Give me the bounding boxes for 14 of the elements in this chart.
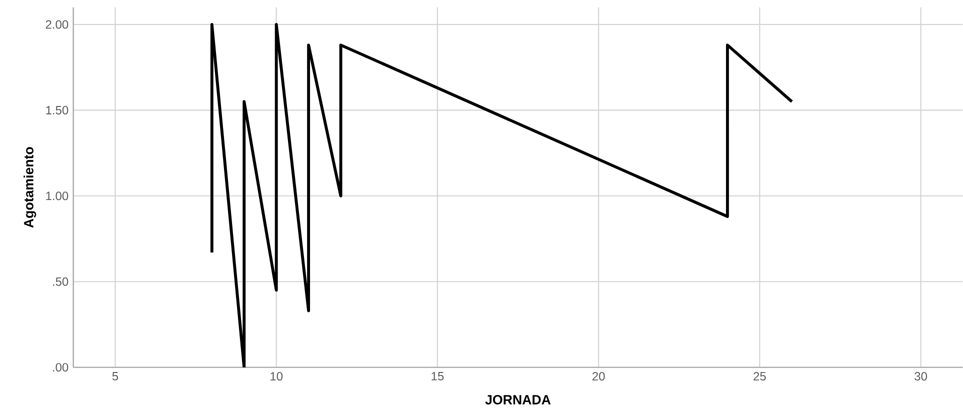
x-tick-label: 25 (754, 372, 766, 381)
x-tick-label: 30 (914, 372, 927, 381)
y-tick-label: 1.00 (46, 192, 68, 200)
x-tick-label: 5 (112, 372, 118, 380)
x-tick-label: 15 (432, 372, 444, 380)
y-tick-label: 2.00 (46, 20, 68, 29)
y-tick-label: .50 (53, 277, 68, 286)
y-tick-label: 1.50 (46, 106, 68, 114)
y-axis-title: Agotamiento (24, 147, 36, 228)
line-series (210, 23, 794, 368)
x-axis-title: JORNADA (485, 395, 551, 404)
x-tick-label: 10 (270, 372, 283, 381)
y-tick-label: .00 (53, 363, 68, 372)
x-tick-label: 20 (592, 372, 605, 381)
